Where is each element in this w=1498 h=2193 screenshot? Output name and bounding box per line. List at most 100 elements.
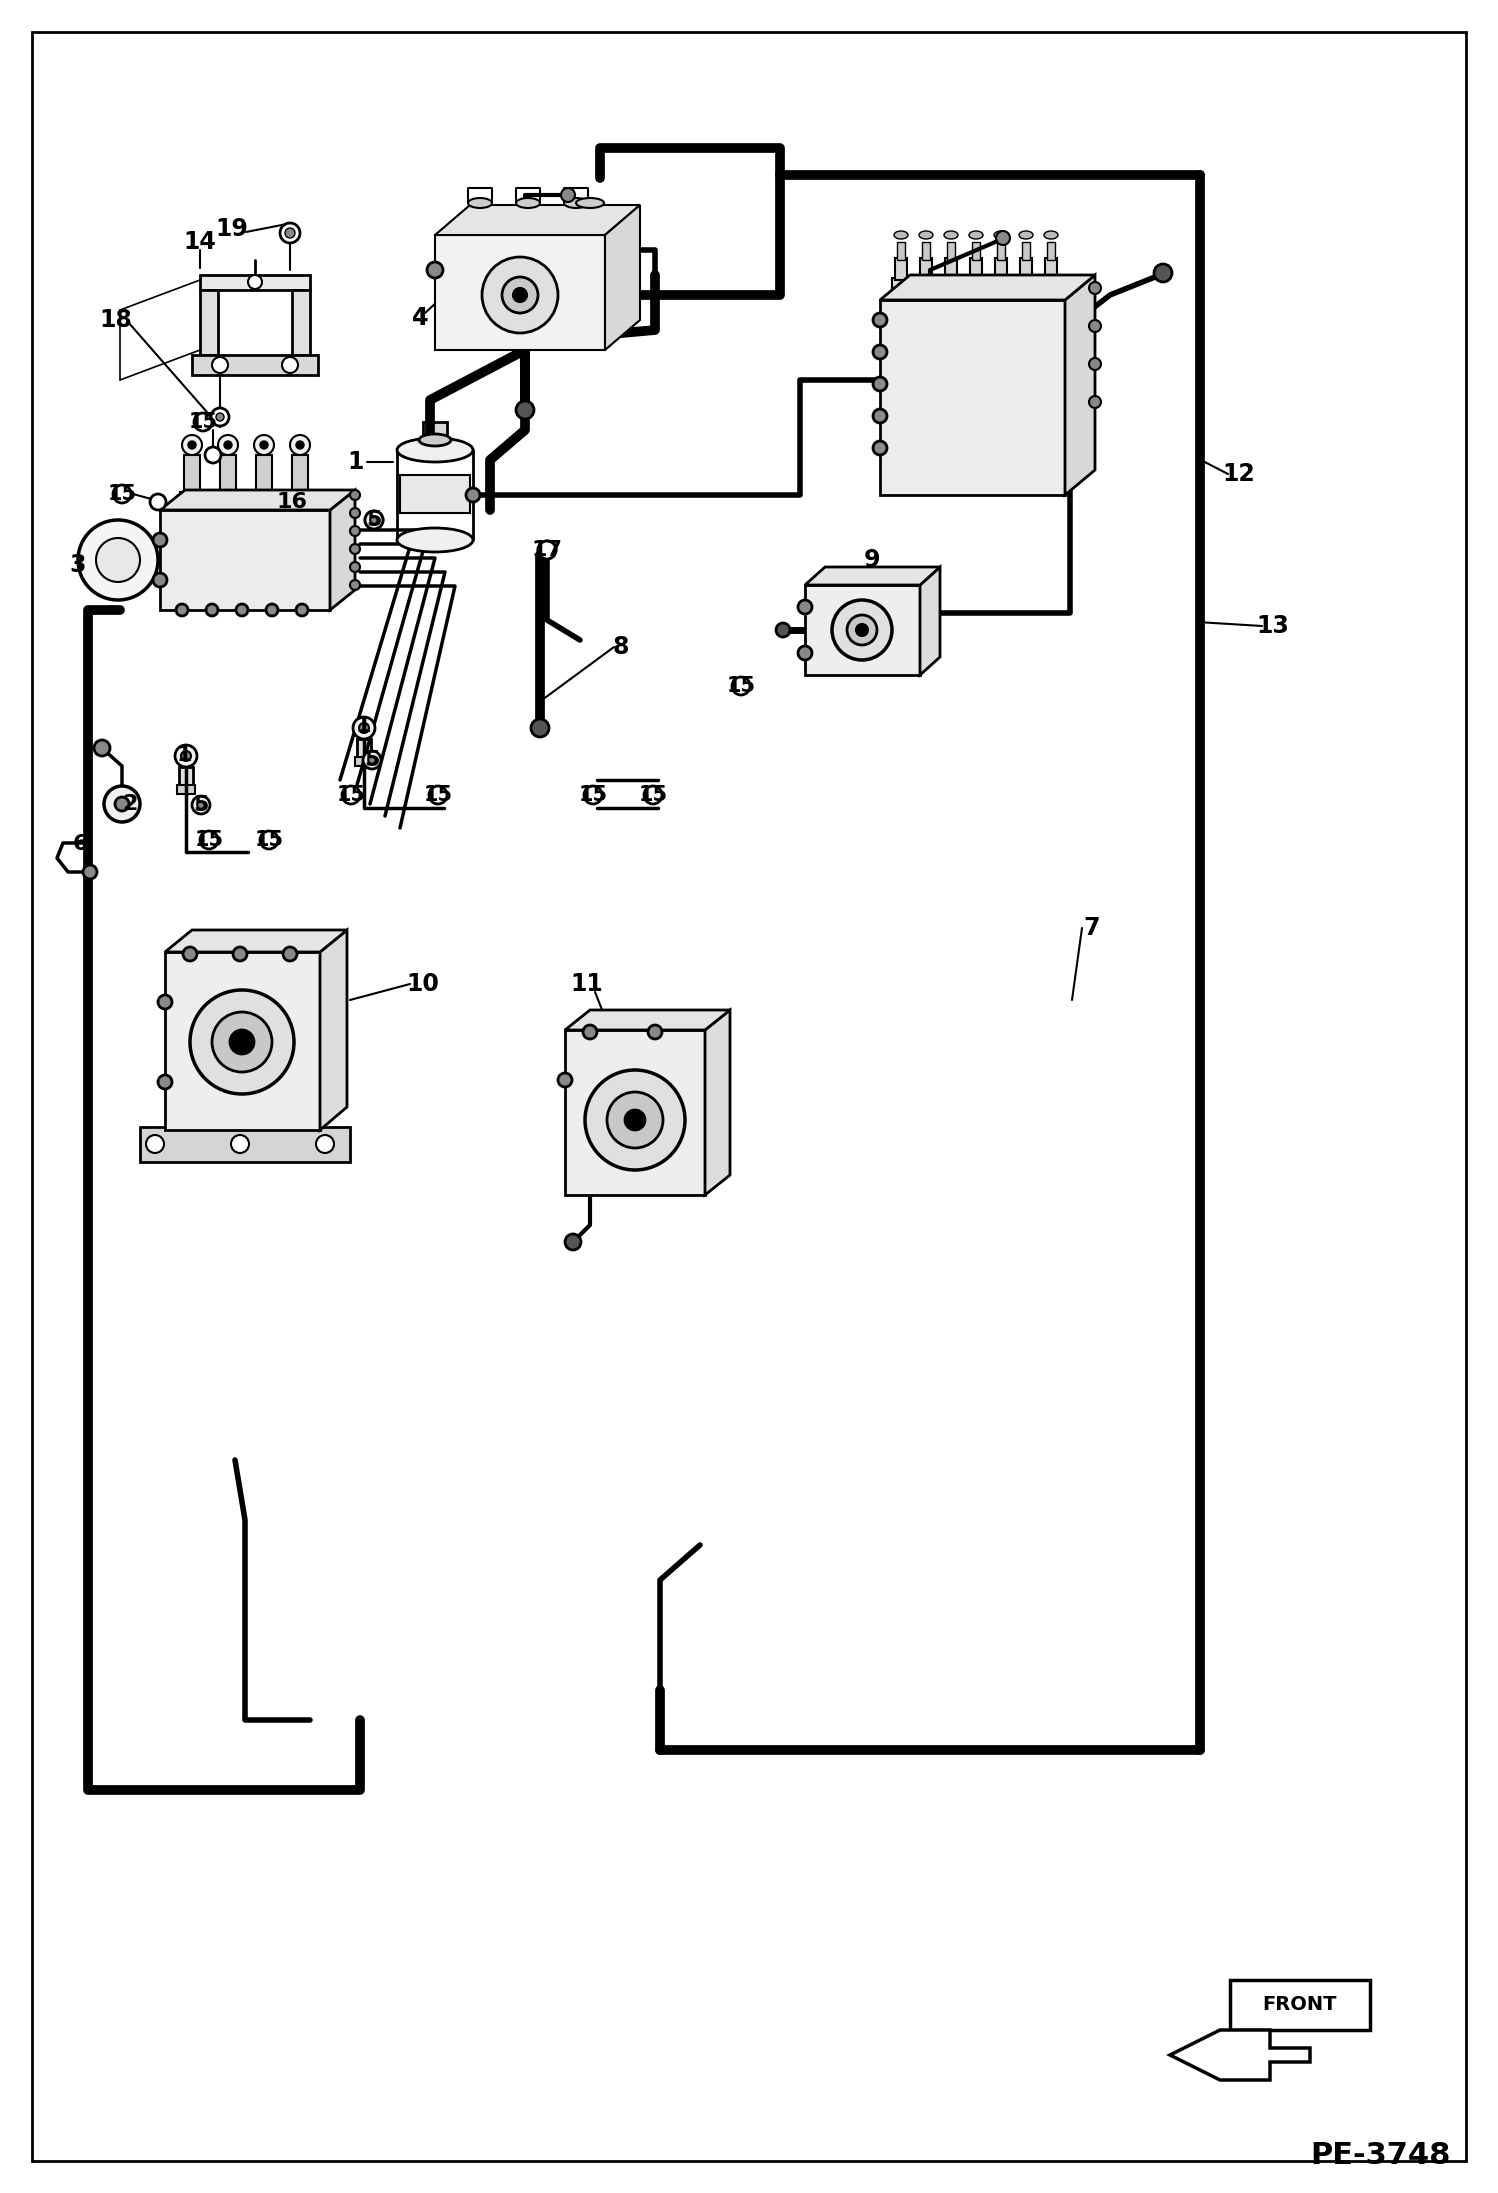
Polygon shape — [804, 568, 941, 586]
Ellipse shape — [577, 197, 604, 208]
Circle shape — [538, 542, 556, 559]
Ellipse shape — [1044, 230, 1058, 239]
Circle shape — [733, 678, 750, 695]
Circle shape — [649, 1024, 662, 1039]
Text: 1: 1 — [355, 715, 370, 737]
Circle shape — [195, 412, 213, 432]
Circle shape — [150, 493, 166, 511]
Circle shape — [538, 542, 556, 559]
Circle shape — [583, 1024, 598, 1039]
Circle shape — [351, 579, 360, 590]
Bar — [1022, 241, 1031, 261]
Text: 3: 3 — [70, 553, 87, 577]
Ellipse shape — [397, 529, 473, 553]
Circle shape — [565, 1235, 581, 1250]
Text: 10: 10 — [406, 971, 439, 996]
Polygon shape — [201, 289, 219, 355]
Polygon shape — [879, 274, 1095, 300]
Bar — [891, 279, 909, 300]
Circle shape — [515, 401, 533, 419]
Circle shape — [366, 511, 383, 529]
Text: 6: 6 — [72, 833, 88, 853]
Bar — [252, 491, 276, 511]
Text: 5: 5 — [364, 750, 379, 770]
Circle shape — [189, 441, 196, 450]
Circle shape — [267, 603, 279, 616]
Circle shape — [103, 785, 139, 822]
Circle shape — [512, 287, 527, 303]
Bar — [921, 241, 930, 261]
Polygon shape — [160, 489, 355, 511]
Ellipse shape — [515, 197, 539, 208]
Bar — [177, 785, 195, 794]
Text: 13: 13 — [1257, 614, 1290, 638]
Circle shape — [175, 603, 189, 616]
Bar — [897, 241, 905, 261]
Polygon shape — [321, 930, 348, 1129]
Bar — [992, 279, 1010, 300]
Text: 4: 4 — [412, 307, 428, 329]
Text: 7: 7 — [1083, 917, 1100, 941]
Circle shape — [145, 1136, 163, 1154]
Bar — [357, 739, 372, 757]
Ellipse shape — [969, 230, 983, 239]
Circle shape — [1153, 263, 1171, 283]
Circle shape — [369, 757, 376, 763]
Text: 17: 17 — [532, 539, 563, 559]
Ellipse shape — [565, 197, 589, 208]
Circle shape — [427, 261, 443, 279]
Circle shape — [78, 520, 157, 601]
Circle shape — [153, 572, 166, 588]
Polygon shape — [434, 235, 605, 351]
Circle shape — [530, 719, 548, 737]
Bar — [178, 768, 193, 785]
Circle shape — [873, 441, 887, 454]
Text: 15: 15 — [727, 675, 755, 695]
Text: 15: 15 — [195, 829, 223, 851]
Circle shape — [625, 1110, 646, 1129]
Circle shape — [798, 601, 812, 614]
Bar — [256, 454, 273, 496]
Circle shape — [285, 228, 295, 239]
Circle shape — [207, 603, 219, 616]
Circle shape — [175, 746, 198, 768]
Circle shape — [96, 537, 139, 581]
Text: 4: 4 — [412, 307, 428, 329]
Circle shape — [82, 864, 97, 879]
Circle shape — [219, 434, 238, 454]
Bar — [400, 476, 470, 513]
Ellipse shape — [419, 434, 451, 445]
Circle shape — [557, 1072, 572, 1088]
Circle shape — [192, 796, 210, 814]
Polygon shape — [1170, 2031, 1309, 2079]
Text: 1: 1 — [348, 450, 364, 474]
Text: 15: 15 — [578, 785, 608, 805]
Polygon shape — [565, 1031, 706, 1195]
Bar — [355, 757, 373, 765]
Bar — [942, 279, 960, 300]
Circle shape — [482, 257, 557, 333]
Circle shape — [586, 1070, 685, 1171]
Circle shape — [231, 1031, 255, 1055]
Circle shape — [231, 1136, 249, 1154]
Circle shape — [428, 785, 446, 805]
Text: 8: 8 — [613, 636, 629, 660]
Text: 2: 2 — [123, 794, 138, 814]
Circle shape — [644, 785, 662, 805]
Circle shape — [261, 441, 268, 450]
Bar — [1017, 279, 1035, 300]
Ellipse shape — [1019, 230, 1034, 239]
Text: 15: 15 — [255, 829, 283, 851]
Circle shape — [342, 785, 360, 805]
Polygon shape — [165, 930, 348, 952]
Circle shape — [351, 509, 360, 518]
Circle shape — [153, 533, 166, 546]
Bar — [947, 241, 956, 261]
Text: 18: 18 — [99, 307, 132, 331]
Bar — [184, 454, 201, 496]
Polygon shape — [565, 1011, 730, 1031]
Ellipse shape — [944, 230, 959, 239]
Polygon shape — [330, 489, 355, 610]
Circle shape — [873, 344, 887, 360]
Circle shape — [94, 739, 109, 757]
